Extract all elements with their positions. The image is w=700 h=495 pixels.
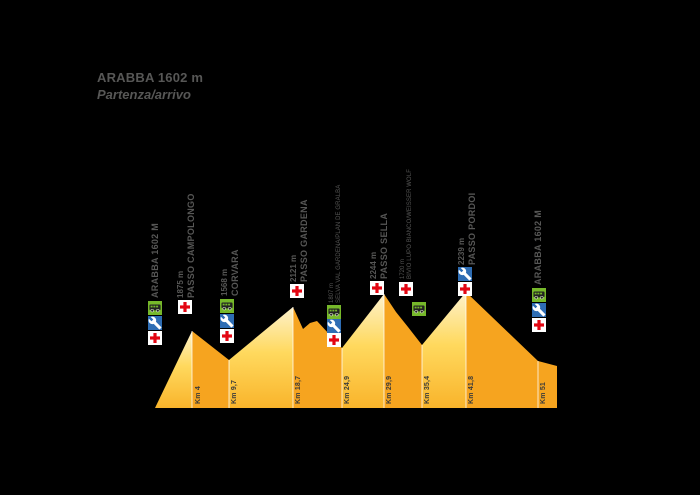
climb-sella (342, 294, 384, 408)
descent-to-arabba (466, 292, 557, 408)
climb-pordoi (422, 292, 466, 408)
waypoint-name: ARABBA 1602 m (150, 222, 160, 298)
descent-to-selva (293, 307, 342, 408)
km-marker: Km 18,7 (295, 375, 302, 404)
label-lupo-bianco: 1720 m Bivio Lupo Bianco/Weisser Wolf (400, 169, 414, 279)
shuttle-bus-icon (327, 305, 341, 319)
mechanical-assistance-icon (458, 267, 472, 281)
shuttle-bus-icon (532, 288, 546, 302)
label-passo-sella: 2244 m PASSO SELLA (369, 213, 389, 279)
mechanical-assistance-icon (532, 303, 546, 317)
medical-cross-icon (327, 333, 341, 347)
mechanical-assistance-icon (148, 316, 162, 330)
waypoint-name: ARABBA 1602 m (533, 209, 543, 285)
km-marker: Km 9,7 (231, 379, 238, 404)
mechanical-assistance-icon (327, 319, 341, 333)
label-arabba-start: ARABBA 1602 m (150, 223, 160, 298)
waypoint-elevation: 2239 m (457, 237, 466, 265)
waypoint-elevation: 1568 m (220, 268, 229, 296)
km-marker: Km 41,8 (468, 375, 475, 404)
shuttle-bus-icon (220, 299, 234, 313)
page-title: ARABBA 1602 m Partenza/arrivo (97, 70, 203, 102)
waypoint-elevation: 2244 m (369, 251, 378, 279)
climb-gardena (229, 307, 293, 408)
waypoint-elevation: 1720 m (400, 258, 406, 279)
start-point-title: ARABBA 1602 m (97, 70, 204, 85)
km-marker: Km 29,9 (386, 375, 393, 404)
mechanical-assistance-icon (220, 314, 234, 328)
medical-cross-icon (370, 281, 384, 295)
label-passo-pordoi: 2239 m PASSO PORDOI (457, 193, 477, 265)
km-marker: Km 35,4 (424, 375, 431, 404)
waypoint-name: Bivio Lupo Bianco/Weisser Wolf (407, 168, 413, 279)
medical-cross-icon (399, 282, 413, 296)
shuttle-bus-icon (412, 302, 426, 316)
waypoint-name: PASSO SELLA (379, 212, 389, 279)
label-selva-plan-de-gralba: 1807 m Selva Val Gardena/Plan de Gralba (329, 185, 343, 303)
medical-cross-icon (178, 300, 192, 314)
km-marker: Km 51 (540, 381, 547, 404)
medical-cross-icon (148, 331, 162, 345)
medical-cross-icon (532, 318, 546, 332)
waypoint-name: PASSO GARDENA (299, 199, 309, 282)
label-corvara: 1568 m CORVARA (220, 249, 240, 296)
label-arabba-finish: ARABBA 1602 m (533, 210, 543, 285)
medical-cross-icon (458, 282, 472, 296)
shuttle-bus-icon (148, 301, 162, 315)
medical-cross-icon (290, 284, 304, 298)
waypoint-elevation: 1807 m (329, 282, 335, 303)
waypoint-name: CORVARA (230, 249, 240, 296)
label-passo-campolongo: 1875 m PASSO CAMPOLONGO (176, 193, 196, 298)
waypoint-elevation: 2121 m (289, 254, 298, 282)
waypoint-name: PASSO CAMPOLONGO (186, 193, 196, 298)
km-marker: Km 24,9 (344, 375, 351, 404)
start-finish-subtitle: Partenza/arrivo (97, 87, 191, 102)
label-passo-gardena: 2121 m PASSO GARDENA (289, 199, 309, 282)
waypoint-name: PASSO PORDOI (467, 192, 477, 265)
climb-campolongo (155, 331, 192, 408)
waypoint-name: Selva Val Gardena/Plan de Gralba (336, 184, 342, 303)
medical-cross-icon (220, 329, 234, 343)
waypoint-separators (191, 292, 539, 408)
km-marker: Km 4 (195, 386, 202, 404)
descent-to-lupo-bianco (384, 294, 422, 408)
descent-to-corvara (192, 331, 229, 408)
waypoint-elevation: 1875 m (176, 270, 185, 298)
